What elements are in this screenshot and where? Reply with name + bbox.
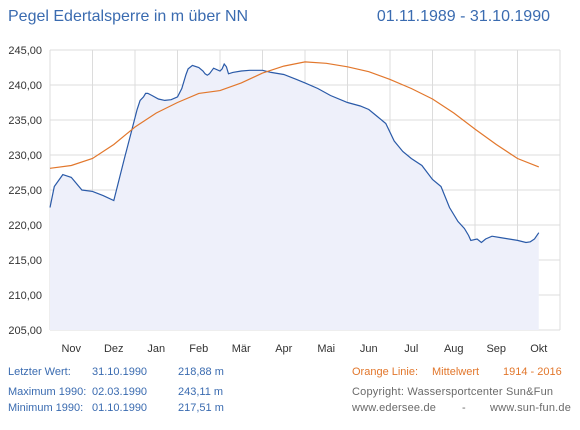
x-tick-label: Jun xyxy=(360,343,378,355)
stat-max-label: Maximum 1990: xyxy=(8,386,87,398)
level-line xyxy=(49,62,540,244)
level-area xyxy=(50,64,539,330)
legend-orange-years: 1914 - 2016 xyxy=(503,366,562,378)
legend-orange-label: Orange Linie: xyxy=(352,366,419,378)
y-tick-label: 240,00 xyxy=(8,80,42,92)
x-tick-label: Mär xyxy=(232,343,251,355)
y-tick-label: 220,00 xyxy=(8,220,42,232)
stat-min-value: 217,51 m xyxy=(178,402,224,414)
x-tick-label: Apr xyxy=(275,343,292,355)
y-tick-label: 210,00 xyxy=(8,290,42,302)
stat-max-date: 02.03.1990 xyxy=(92,386,148,398)
credit-link-sunfun[interactable]: www.sun-fun.de xyxy=(490,402,572,414)
axes: 205,00 210,00 215,00 220,00 225,00 230,00 235,… xyxy=(8,45,547,355)
stat-min-label: Minimum 1990: xyxy=(8,402,84,414)
y-tick-label: 205,00 xyxy=(8,325,42,337)
x-tick-label: Dez xyxy=(104,343,124,355)
stat-last-date: 31.10.1990 xyxy=(92,366,148,378)
x-tick-label: Sep xyxy=(486,343,506,355)
y-tick-label: 230,00 xyxy=(8,150,42,162)
legend-orange-desc: Mittelwert xyxy=(432,366,480,378)
x-tick-label: Okt xyxy=(530,343,547,355)
chart-title: Pegel Edertalsperre in m über NN xyxy=(8,8,249,25)
copyright-text: Copyright: Wassersportcenter Sun&Fun xyxy=(352,386,554,398)
x-tick-label: Jul xyxy=(404,343,418,355)
mean-line xyxy=(49,61,540,169)
stat-last-label: Letzter Wert: xyxy=(8,366,71,378)
series-group xyxy=(49,61,540,330)
x-tick-label: Aug xyxy=(444,343,464,355)
credit-separator: - xyxy=(462,402,466,414)
x-tick-label: Mai xyxy=(317,343,335,355)
stat-min-date: 01.10.1990 xyxy=(92,402,148,414)
date-range: 01.11.1989 - 31.10.1990 xyxy=(376,8,550,25)
stat-max-value: 243,11 m xyxy=(178,386,224,398)
stat-last-value: 218,88 m xyxy=(178,366,224,378)
x-tick-label: Jan xyxy=(147,343,165,355)
y-tick-label: 235,00 xyxy=(8,115,42,127)
y-tick-label: 215,00 xyxy=(8,255,42,267)
y-tick-label: 245,00 xyxy=(8,45,42,57)
y-tick-label: 225,00 xyxy=(8,185,42,197)
x-tick-label: Nov xyxy=(61,343,81,355)
credit-link-edersee[interactable]: www.edersee.de xyxy=(352,402,437,414)
x-tick-label: Feb xyxy=(189,343,208,355)
